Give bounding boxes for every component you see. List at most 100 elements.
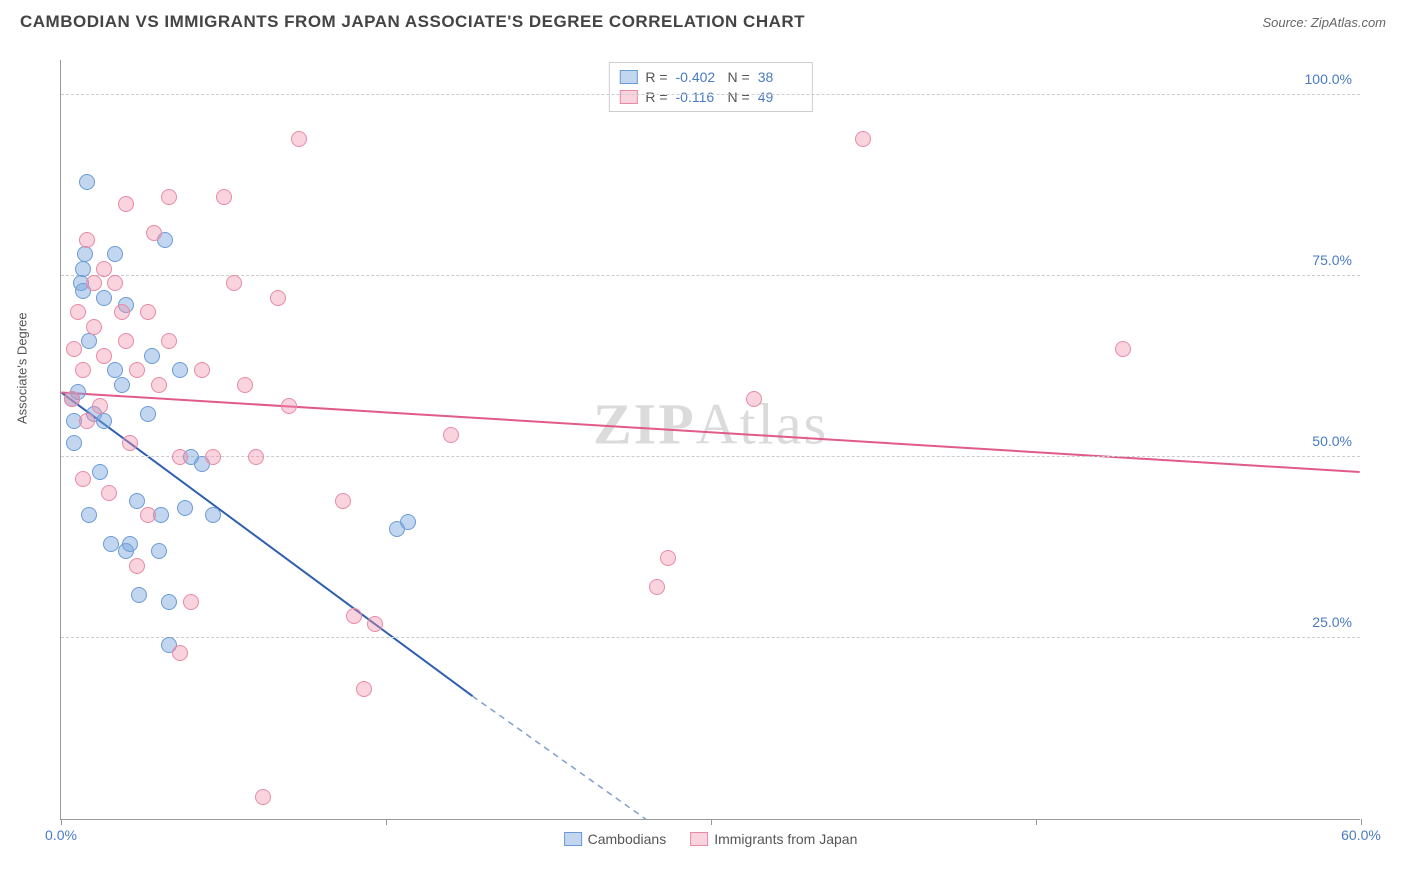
x-tick xyxy=(1036,819,1037,825)
scatter-point xyxy=(86,319,102,335)
scatter-point xyxy=(131,587,147,603)
scatter-point xyxy=(122,435,138,451)
n-label: N = xyxy=(728,69,750,85)
legend-swatch xyxy=(619,90,637,104)
scatter-point xyxy=(216,189,232,205)
stats-row: R = -0.116 N = 49 xyxy=(619,87,801,107)
stats-row: R =-0.402N =38 xyxy=(619,67,801,87)
y-axis-label: Associate's Degree xyxy=(15,312,30,424)
scatter-point xyxy=(92,398,108,414)
scatter-point xyxy=(81,507,97,523)
x-tick-label: 60.0% xyxy=(1341,827,1381,843)
n-label: N = xyxy=(728,89,750,105)
scatter-point xyxy=(75,362,91,378)
scatter-point xyxy=(75,471,91,487)
plot-area: ZIPAtlas R =-0.402N =38R =-0.116N =49 Ca… xyxy=(60,60,1360,820)
x-tick-label: 0.0% xyxy=(45,827,77,843)
scatter-point xyxy=(77,246,93,262)
y-tick-label: 75.0% xyxy=(1312,252,1352,268)
scatter-point xyxy=(64,391,80,407)
y-tick-label: 50.0% xyxy=(1312,433,1352,449)
scatter-point xyxy=(146,225,162,241)
scatter-point xyxy=(86,275,102,291)
chart-container: Associate's Degree ZIPAtlas R =-0.402N =… xyxy=(50,50,1390,850)
scatter-point xyxy=(205,449,221,465)
grid-line xyxy=(61,94,1360,95)
chart-title: CAMBODIAN VS IMMIGRANTS FROM JAPAN ASSOC… xyxy=(20,12,805,32)
scatter-point xyxy=(660,550,676,566)
scatter-point xyxy=(79,413,95,429)
scatter-point xyxy=(66,435,82,451)
scatter-point xyxy=(248,449,264,465)
scatter-point xyxy=(140,406,156,422)
scatter-point xyxy=(443,427,459,443)
scatter-point xyxy=(70,304,86,320)
scatter-point xyxy=(96,261,112,277)
x-tick xyxy=(61,819,62,825)
scatter-point xyxy=(172,449,188,465)
trend-lines xyxy=(61,60,1360,819)
scatter-point xyxy=(107,275,123,291)
scatter-point xyxy=(96,290,112,306)
scatter-point xyxy=(177,500,193,516)
scatter-point xyxy=(335,493,351,509)
grid-line xyxy=(61,637,1360,638)
scatter-point xyxy=(79,232,95,248)
legend-swatch xyxy=(690,832,708,846)
scatter-point xyxy=(346,608,362,624)
watermark: ZIPAtlas xyxy=(593,391,828,458)
r-value: -0.116 xyxy=(676,89,720,105)
scatter-point xyxy=(129,558,145,574)
bottom-legend: CambodiansImmigrants from Japan xyxy=(564,831,858,847)
scatter-point xyxy=(107,246,123,262)
scatter-point xyxy=(140,507,156,523)
scatter-point xyxy=(103,536,119,552)
scatter-point xyxy=(92,464,108,480)
scatter-point xyxy=(649,579,665,595)
scatter-point xyxy=(389,521,405,537)
scatter-point xyxy=(114,377,130,393)
x-tick xyxy=(386,819,387,825)
legend-swatch xyxy=(564,832,582,846)
scatter-point xyxy=(226,275,242,291)
scatter-point xyxy=(161,594,177,610)
scatter-point xyxy=(255,789,271,805)
scatter-point xyxy=(291,131,307,147)
scatter-point xyxy=(96,413,112,429)
scatter-point xyxy=(75,261,91,277)
scatter-point xyxy=(118,333,134,349)
scatter-point xyxy=(205,507,221,523)
scatter-point xyxy=(101,485,117,501)
stats-box: R =-0.402N =38R =-0.116N =49 xyxy=(608,62,812,112)
source-label: Source: ZipAtlas.com xyxy=(1262,15,1386,30)
scatter-point xyxy=(118,196,134,212)
scatter-point xyxy=(114,304,130,320)
scatter-point xyxy=(172,362,188,378)
scatter-point xyxy=(79,174,95,190)
legend-swatch xyxy=(619,70,637,84)
scatter-point xyxy=(746,391,762,407)
scatter-point xyxy=(122,536,138,552)
y-tick-label: 25.0% xyxy=(1312,614,1352,630)
legend-item: Cambodians xyxy=(564,831,667,847)
scatter-point xyxy=(151,377,167,393)
scatter-point xyxy=(161,189,177,205)
n-value: 38 xyxy=(758,69,802,85)
r-label: R = xyxy=(645,69,667,85)
grid-line xyxy=(61,275,1360,276)
x-tick xyxy=(711,819,712,825)
legend-label: Cambodians xyxy=(588,831,667,847)
scatter-point xyxy=(281,398,297,414)
scatter-point xyxy=(96,348,112,364)
scatter-point xyxy=(151,543,167,559)
scatter-point xyxy=(194,362,210,378)
scatter-point xyxy=(66,341,82,357)
r-label: R = xyxy=(645,89,667,105)
scatter-point xyxy=(356,681,372,697)
scatter-point xyxy=(161,333,177,349)
scatter-point xyxy=(237,377,253,393)
n-value: 49 xyxy=(758,89,802,105)
scatter-point xyxy=(129,493,145,509)
scatter-point xyxy=(367,616,383,632)
x-tick xyxy=(1361,819,1362,825)
